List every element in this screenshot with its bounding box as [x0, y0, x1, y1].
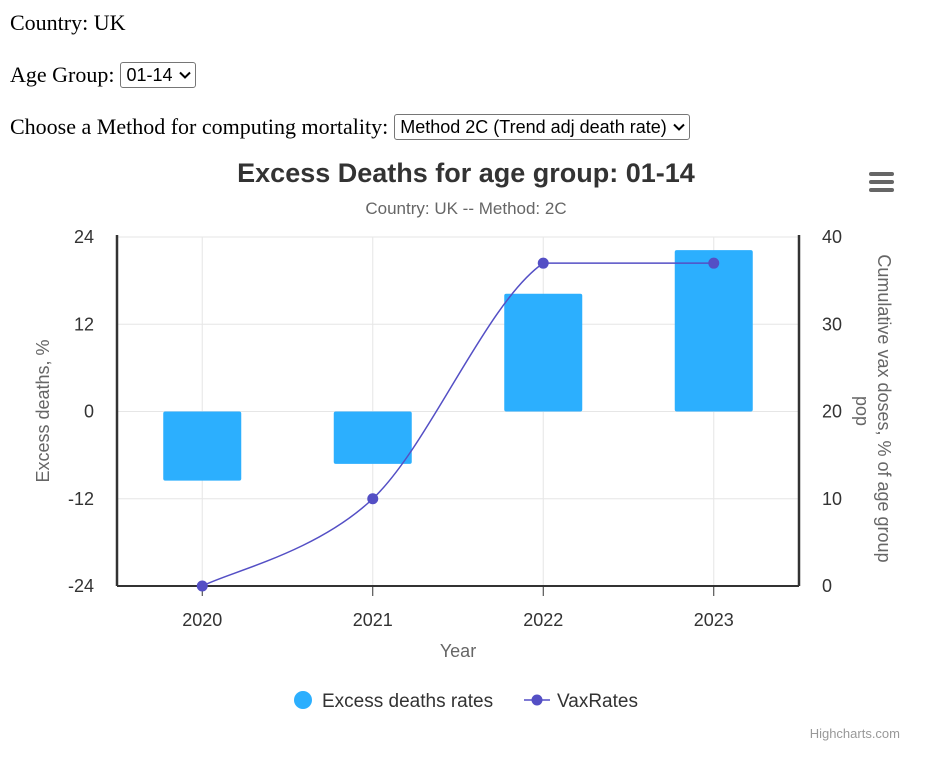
bar-2020[interactable] [163, 411, 242, 481]
y-axis-title: Excess deaths, % [33, 339, 53, 482]
bar-2023[interactable] [674, 250, 753, 412]
y-tick-label: 12 [74, 314, 94, 334]
legend-label: VaxRates [557, 691, 638, 712]
vaxrates-point-2023[interactable] [708, 257, 720, 269]
vaxrates-line [201, 262, 714, 587]
chevron-down-icon [673, 123, 685, 131]
hamburger-menu-icon[interactable] [866, 170, 894, 196]
age-group-row: Age Group: 01-14 [10, 62, 196, 88]
y-tick-label: -12 [68, 489, 94, 509]
vaxrates-point-2022[interactable] [537, 257, 549, 269]
y-tick-label: -24 [68, 576, 94, 596]
x-tick-label: 2022 [523, 610, 563, 630]
legend-item-excess-deaths[interactable]: Excess deaths rates [294, 691, 493, 712]
method-select[interactable]: Method 2C (Trend adj death rate) [394, 114, 690, 140]
legend-item-vaxrates[interactable]: VaxRates [524, 691, 638, 712]
method-row: Choose a Method for computing mortality:… [10, 114, 690, 140]
line-series [196, 257, 720, 592]
vaxrates-point-2020[interactable] [196, 580, 208, 592]
method-value: Method 2C (Trend adj death rate) [400, 116, 667, 137]
bar-series [163, 250, 753, 481]
y2-tick-label: 10 [822, 489, 842, 509]
country-label: Country: UK [10, 10, 126, 36]
x-axis-title: Year [440, 641, 476, 661]
y2-axis-title: Cumulative vax doses, % of age group pop [852, 254, 894, 567]
vaxrates-point-2021[interactable] [367, 493, 379, 505]
age-group-select[interactable]: 01-14 [120, 62, 196, 88]
chart-title: Excess Deaths for age group: 01-14 [237, 158, 695, 188]
chart-subtitle: Country: UK -- Method: 2C [365, 199, 566, 218]
x-tick-label: 2020 [182, 610, 222, 630]
age-group-value: 01-14 [126, 64, 173, 85]
credits-link[interactable]: Highcharts.com [810, 726, 900, 741]
y2-tick-label: 30 [822, 314, 842, 334]
legend-symbol-marker [531, 694, 543, 706]
legend: Excess deaths rates VaxRates [294, 691, 638, 712]
x-tick-label: 2023 [694, 610, 734, 630]
y2-axis-title-line-2: pop [852, 396, 872, 426]
excess-deaths-chart: Excess Deaths for age group: 01-14 Count… [33, 158, 900, 741]
tick-labels: 24 12 0 -12 -24 40 30 20 10 0 2020 2021 2022 2023 [68, 227, 842, 630]
y2-axis-title-line-1: Cumulative vax doses, % of age group [874, 254, 894, 562]
method-label: Choose a Method for computing mortality: [10, 114, 389, 139]
bar-2021[interactable] [333, 411, 412, 464]
legend-symbol-bar [294, 691, 312, 709]
y-tick-label: 0 [84, 402, 94, 422]
age-group-label: Age Group: [10, 62, 115, 87]
y2-tick-label: 0 [822, 576, 832, 596]
x-tick-label: 2021 [353, 610, 393, 630]
chevron-down-icon [178, 71, 191, 79]
bar-2022[interactable] [504, 293, 583, 412]
country-text: Country: UK [10, 10, 126, 35]
legend-label: Excess deaths rates [322, 691, 493, 712]
y2-tick-label: 20 [822, 402, 842, 422]
y-tick-label: 24 [74, 227, 94, 247]
y2-tick-label: 40 [822, 227, 842, 247]
